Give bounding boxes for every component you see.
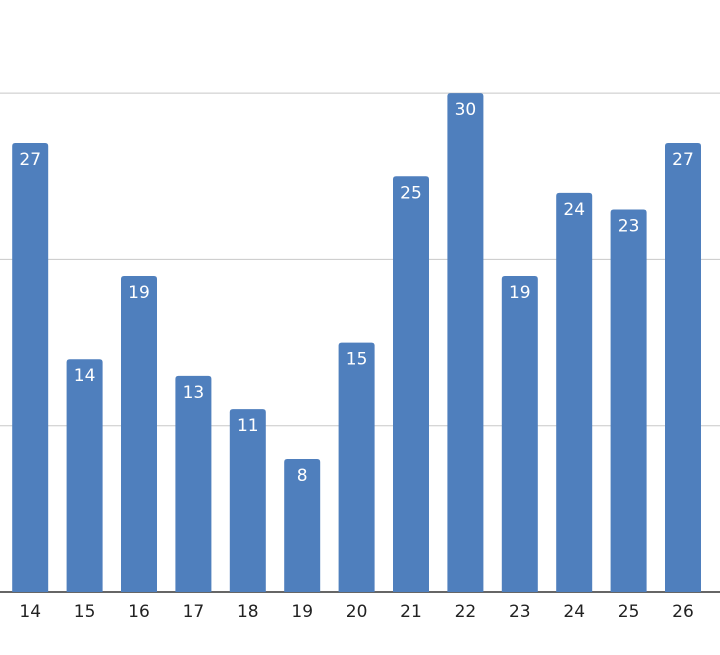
x-tick-label: 19 [291,602,313,622]
x-tick-label: 26 [672,602,694,622]
value-label: 27 [672,150,694,170]
bar [610,209,647,593]
value-label: 24 [563,200,585,220]
x-tick-label: 14 [19,602,41,622]
bar [447,93,484,593]
x-tick-label: 23 [509,602,531,622]
value-label: 25 [400,183,422,203]
bar [393,176,429,593]
x-tick-label: 16 [128,602,150,622]
value-label: 13 [183,383,205,403]
x-tick-label: 21 [400,602,422,622]
bar [175,375,212,592]
x-tick-label: 17 [183,602,205,622]
value-label: 19 [509,283,531,303]
x-tick-label: 18 [237,602,259,622]
value-label: 15 [346,350,368,370]
bar [501,276,538,592]
value-label: 11 [237,416,259,436]
bar [556,192,593,592]
bar [284,458,321,592]
x-tick-label: 25 [618,602,640,622]
bar [66,359,103,592]
x-tick-label: 20 [346,602,368,622]
value-label: 23 [618,217,640,237]
bar [665,143,701,592]
x-tick-label: 15 [74,602,96,622]
bar [229,409,266,592]
bar [12,143,49,592]
x-tick-label: 24 [563,602,585,622]
value-label: 8 [297,466,308,486]
value-label: 19 [128,283,150,303]
bar [338,342,375,592]
x-tick-label: 22 [455,602,477,622]
bar [121,276,157,592]
value-label: 30 [455,100,477,120]
value-label: 14 [74,366,96,386]
value-label: 27 [19,150,41,170]
